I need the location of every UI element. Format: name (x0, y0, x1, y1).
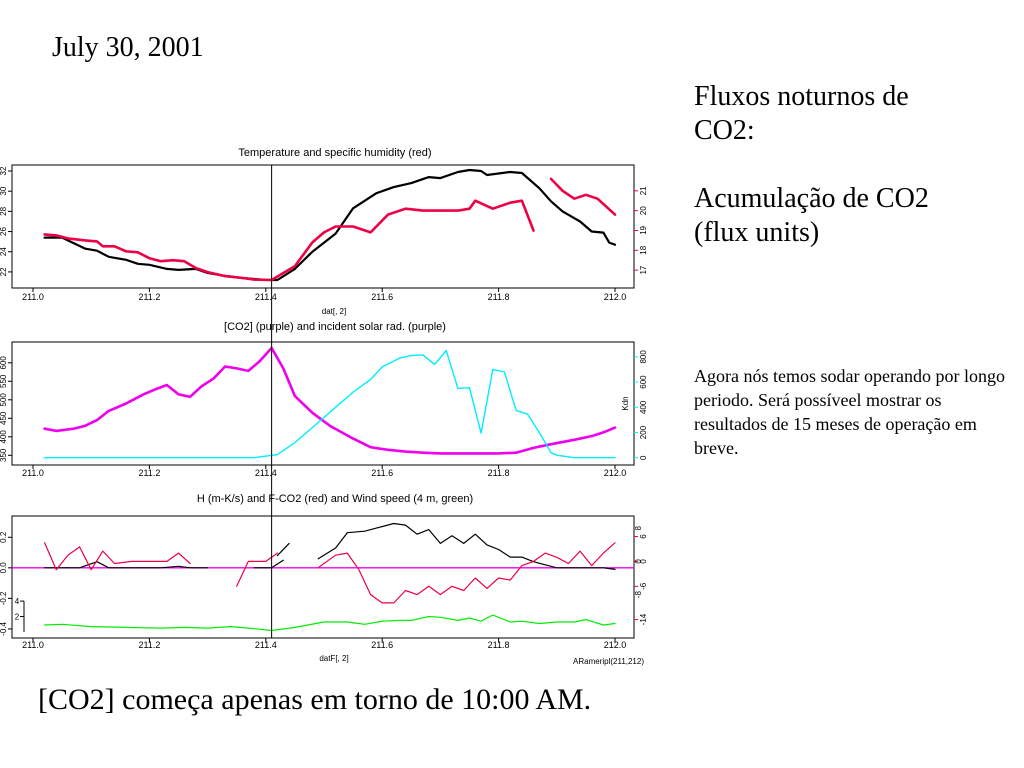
series-line (549, 177, 617, 216)
slide-subtitle-line: (flux units) (694, 217, 820, 248)
slide-caption: [CO2] começa apenas em torno de 10:00 AM… (38, 683, 592, 716)
series-line (44, 614, 616, 632)
y-tick-label-left: 30 (0, 186, 8, 195)
y-tick-label-right: 200 (639, 425, 648, 439)
y-tick-label-left: 0.2 (0, 531, 8, 543)
series-line (44, 561, 209, 569)
y-tick-label-right: 0 (639, 559, 648, 564)
wind-tick-label: 2 (15, 613, 20, 622)
y-tick-label-right: 21 (639, 186, 648, 195)
x-tick-label: 211.2 (138, 468, 160, 478)
y-axis-label-right: Kdn (621, 396, 630, 410)
y-tick-label-left: -0.4 (0, 622, 8, 636)
y-tick-label-right: 600 (639, 375, 648, 389)
chart-title: H (m-K/s) and F-CO2 (red) and Wind speed… (197, 493, 473, 505)
y-tick-label-left: 24 (0, 247, 8, 256)
series-line (43, 168, 617, 282)
y-tick-label-right: 400 (639, 400, 648, 414)
x-tick-label: 211.8 (488, 468, 510, 478)
slide-title-line: Fluxos noturnos de (694, 81, 909, 112)
series-line (43, 199, 535, 282)
plot-frame (11, 164, 635, 289)
x-tick-label: 211.0 (22, 468, 44, 478)
series-line (43, 349, 616, 459)
slide-title-block: Fluxos noturnos de CO2: Acumulação de CO… (694, 80, 1014, 250)
y-tick-label-right: 18 (639, 245, 648, 254)
slide-date: July 30, 2001 (52, 32, 204, 63)
x-tick-label: 211.6 (371, 468, 393, 478)
chart-panel: [CO2] (purple) and incident solar rad. (… (0, 321, 648, 478)
x-tick-label: 211.4 (255, 640, 277, 650)
chart-panel: Temperature and specific humidity (red) 2… (0, 147, 648, 316)
x-tick-label: 211.4 (255, 468, 277, 478)
y-tick-label-right: 800 (639, 350, 648, 364)
y-tick-label-right: 17 (639, 265, 648, 274)
figure-footer: ARameripl(211,212) (573, 657, 644, 666)
series-line (276, 542, 290, 557)
plot-frame (11, 341, 635, 466)
y-tick-label-right: -14 (639, 613, 648, 625)
chart-panel: H (m-K/s) and F-CO2 (red) and Wind speed… (0, 493, 648, 666)
series-line (317, 542, 616, 604)
chart-title: Temperature and specific humidity (red) (238, 147, 431, 159)
y-tick-label-left: 0.0 (0, 562, 8, 574)
y-tick-label-left: 350 (0, 448, 8, 462)
plot-frame (11, 515, 635, 639)
y-tick-label-left: 500 (0, 393, 8, 407)
series-line (44, 542, 191, 571)
x-tick-label: 211.2 (138, 292, 160, 302)
y-tick-label-right: 19 (639, 225, 648, 234)
slide-note: Agora nós temos sodar operando por longo… (694, 366, 1005, 458)
y-tick-label-right: 8 (634, 525, 643, 530)
y-tick-label-right: 6 (639, 534, 648, 539)
wind-tick-label: 4 (15, 597, 20, 606)
slide-title-line: CO2: (694, 115, 755, 146)
x-tick-label: 212.0 (604, 468, 627, 478)
x-tick-label: 212.0 (604, 292, 627, 302)
x-tick-label: 211.0 (22, 292, 44, 302)
y-tick-label-right: 0 (634, 559, 643, 564)
series-line (43, 346, 617, 455)
y-tick-label-right: -6 (639, 582, 648, 590)
chart-title: [CO2] (purple) and incident solar rad. (… (224, 321, 446, 333)
y-tick-label-left: 550 (0, 374, 8, 388)
y-tick-label-right: 20 (639, 206, 648, 215)
x-axis-label: datF[, 2] (319, 654, 348, 663)
y-tick-label-left: -0.2 (0, 591, 8, 605)
x-tick-label: 211.0 (22, 640, 44, 650)
y-tick-label-left: 26 (0, 227, 8, 236)
y-tick-label-right: 0 (639, 455, 648, 460)
x-tick-label: 211.6 (371, 292, 393, 302)
x-tick-label: 211.8 (488, 640, 510, 650)
y-tick-label-left: 600 (0, 356, 8, 370)
slide-subtitle-line: Acumulação de CO2 (694, 183, 929, 214)
x-tick-label: 212.0 (604, 640, 627, 650)
y-tick-label-left: 450 (0, 411, 8, 425)
y-tick-label-left: 22 (0, 267, 8, 276)
x-tick-label: 211.6 (371, 640, 393, 650)
y-tick-label-right: -8 (634, 591, 643, 599)
x-tick-label: 211.4 (255, 292, 277, 302)
x-tick-label: 211.2 (138, 640, 160, 650)
y-tick-label-left: 400 (0, 430, 8, 444)
y-tick-label-left: 32 (0, 166, 8, 175)
x-tick-label: 211.8 (488, 292, 510, 302)
x-axis-label: dat[, 2] (322, 307, 346, 316)
series-line (317, 522, 616, 570)
y-tick-label-left: 28 (0, 206, 8, 215)
